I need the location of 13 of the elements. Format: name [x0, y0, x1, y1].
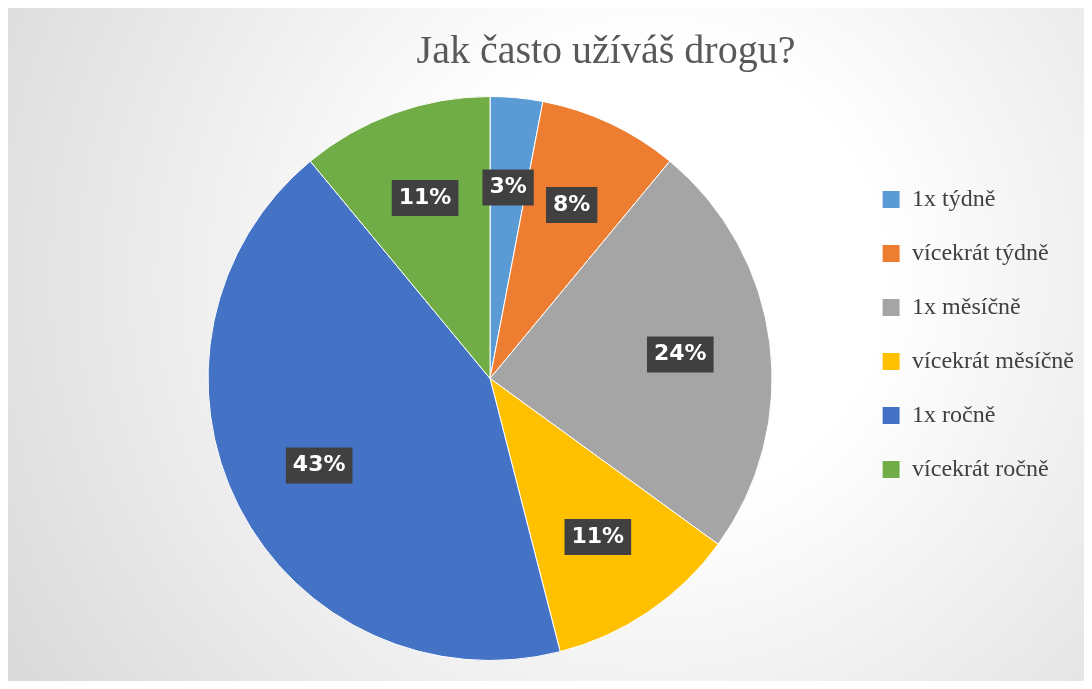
data-label: 8%	[553, 190, 591, 216]
legend-label: 1x ročně	[912, 400, 996, 427]
data-label: 3%	[489, 173, 527, 199]
data-label: 11%	[398, 183, 452, 209]
chart-title: Jak často užíváš drogu?	[416, 26, 796, 72]
legend-label: 1x týdně	[912, 184, 996, 211]
data-label: 43%	[292, 451, 346, 477]
legend-label: 1x měsíčně	[912, 292, 1021, 319]
legend-label: vícekrát týdně	[912, 238, 1049, 265]
legend-label: vícekrát měsíčně	[912, 346, 1074, 373]
data-label: 11%	[571, 522, 625, 548]
data-label: 24%	[653, 340, 707, 366]
legend-label: vícekrát ročně	[912, 454, 1049, 481]
